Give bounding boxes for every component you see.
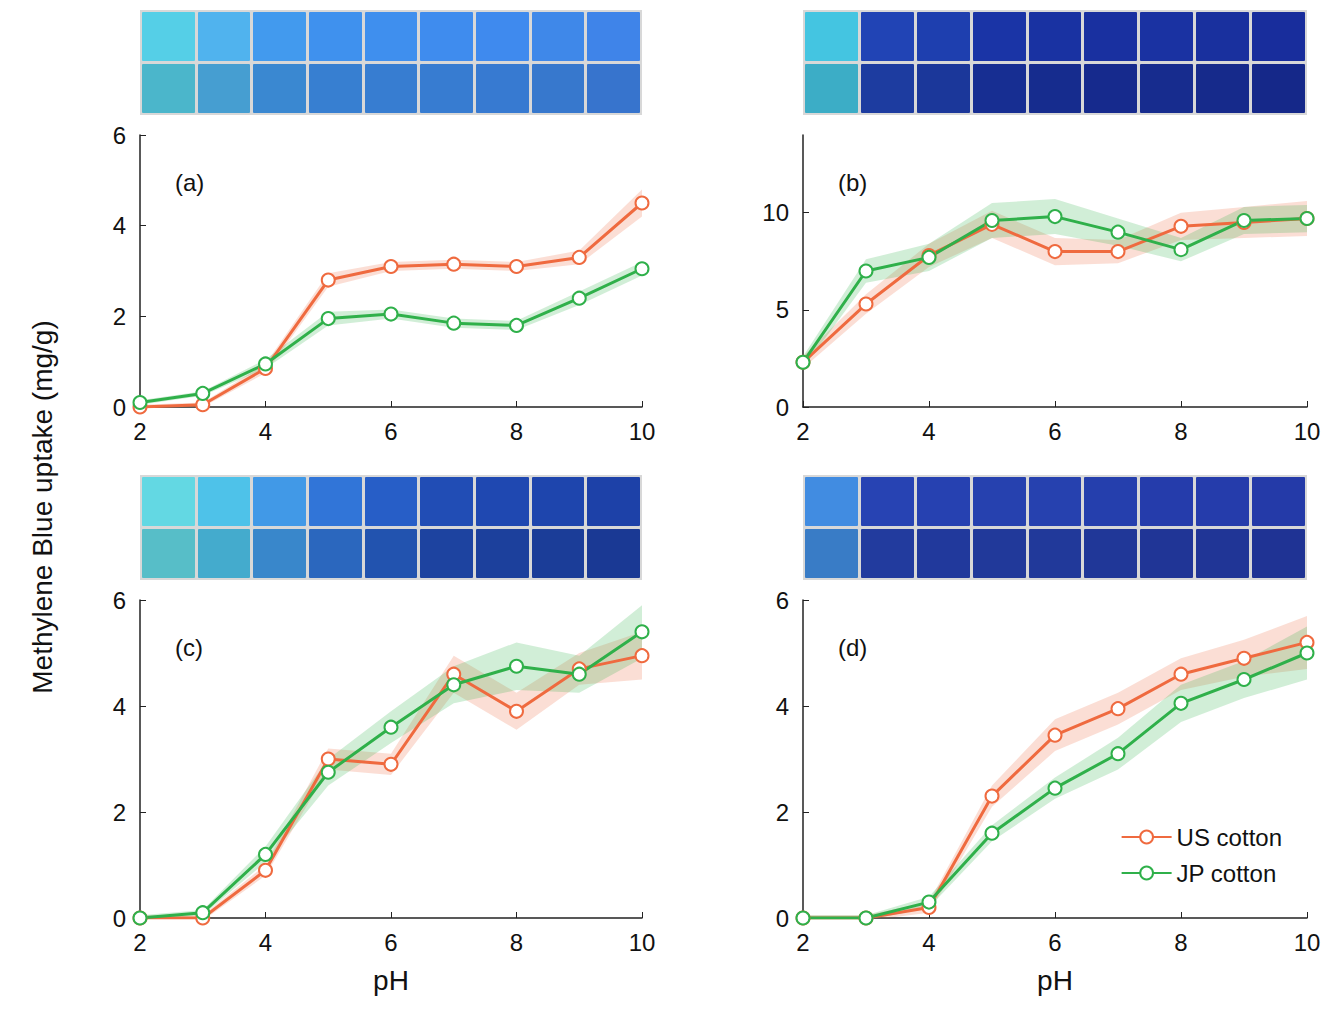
svg-text:2: 2 (796, 929, 809, 956)
svg-text:2: 2 (113, 799, 126, 826)
svg-text:4: 4 (113, 212, 126, 239)
svg-text:0: 0 (113, 905, 126, 932)
svg-text:5: 5 (776, 296, 789, 323)
svg-text:US cotton: US cotton (1177, 824, 1282, 851)
svg-text:2: 2 (796, 418, 809, 445)
svg-text:6: 6 (384, 929, 397, 956)
svg-text:pH: pH (373, 965, 409, 996)
svg-text:6: 6 (776, 587, 789, 614)
svg-text:2: 2 (776, 799, 789, 826)
svg-text:JP cotton: JP cotton (1177, 860, 1277, 887)
svg-text:4: 4 (776, 693, 789, 720)
svg-text:6: 6 (113, 122, 126, 149)
svg-text:0: 0 (776, 394, 789, 421)
svg-text:10: 10 (762, 199, 789, 226)
svg-text:2: 2 (133, 929, 146, 956)
svg-text:2: 2 (113, 303, 126, 330)
svg-text:4: 4 (922, 418, 935, 445)
svg-text:8: 8 (510, 418, 523, 445)
svg-text:4: 4 (259, 929, 272, 956)
svg-text:10: 10 (1294, 929, 1321, 956)
svg-text:(a): (a) (175, 169, 204, 196)
svg-text:4: 4 (113, 693, 126, 720)
svg-text:2: 2 (133, 418, 146, 445)
svg-text:6: 6 (1048, 929, 1061, 956)
svg-text:(c): (c) (175, 634, 203, 661)
svg-text:8: 8 (510, 929, 523, 956)
svg-text:0: 0 (113, 394, 126, 421)
svg-text:6: 6 (113, 587, 126, 614)
svg-text:6: 6 (1048, 418, 1061, 445)
svg-text:pH: pH (1037, 965, 1073, 996)
svg-text:8: 8 (1174, 418, 1187, 445)
svg-text:Methylene Blue uptake (mg/g): Methylene Blue uptake (mg/g) (27, 320, 58, 694)
svg-text:(d): (d) (838, 634, 867, 661)
svg-text:8: 8 (1174, 929, 1187, 956)
svg-text:10: 10 (629, 929, 656, 956)
svg-text:10: 10 (1294, 418, 1321, 445)
svg-text:6: 6 (384, 418, 397, 445)
svg-text:4: 4 (922, 929, 935, 956)
svg-text:(b): (b) (838, 169, 867, 196)
svg-text:4: 4 (259, 418, 272, 445)
svg-text:10: 10 (629, 418, 656, 445)
svg-text:0: 0 (776, 905, 789, 932)
